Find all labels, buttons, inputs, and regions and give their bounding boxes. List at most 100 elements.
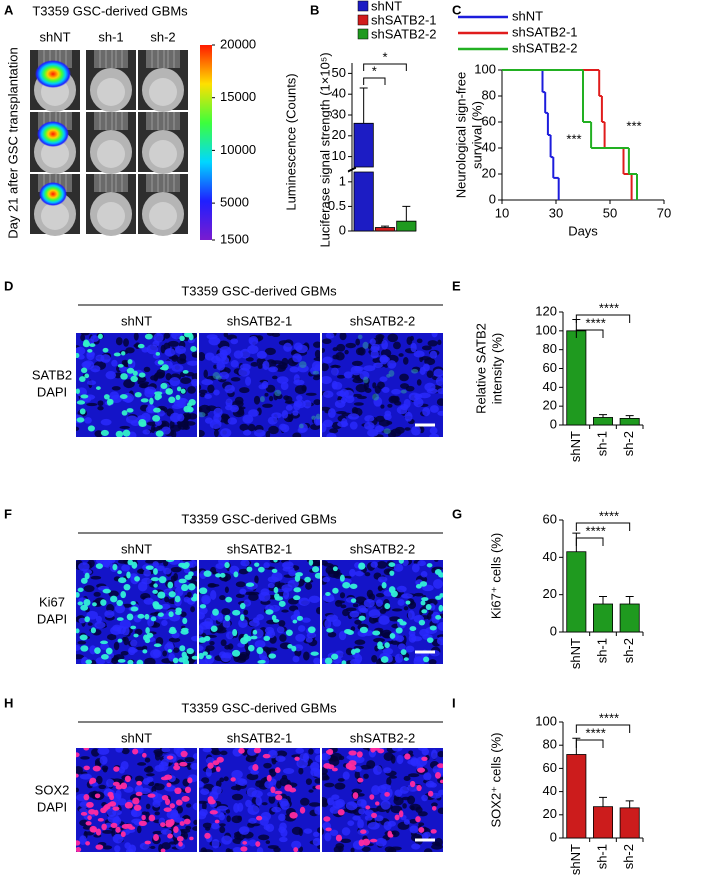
- dark-region: [84, 831, 95, 836]
- nucleus: [377, 576, 388, 583]
- nucleus: [79, 835, 87, 846]
- dark-region: [376, 561, 387, 569]
- x-tick-label: sh-1: [594, 638, 609, 663]
- marker-nucleus: [399, 621, 407, 626]
- dark-region: [317, 827, 320, 834]
- nucleus: [282, 767, 295, 775]
- nucleus: [261, 380, 269, 389]
- marker-nucleus: [242, 841, 248, 845]
- bar: [593, 806, 614, 839]
- marker-nucleus: [331, 653, 339, 660]
- marker-nucleus: [265, 609, 274, 615]
- dark-region: [239, 423, 249, 431]
- marker-nucleus: [400, 389, 407, 394]
- marker-nucleus: [127, 359, 133, 365]
- marker-nucleus: [298, 423, 304, 429]
- dark-region: [192, 826, 197, 832]
- marker-nucleus: [100, 640, 108, 645]
- dark-region: [334, 782, 346, 790]
- marker-nucleus: [122, 429, 131, 437]
- dark-region: [206, 405, 217, 411]
- marker-nucleus: [409, 626, 417, 632]
- y-tick-label: 1: [339, 173, 346, 188]
- marker-nucleus: [87, 348, 93, 353]
- marker-nucleus: [400, 649, 407, 655]
- nucleus: [429, 350, 438, 359]
- dark-region: [387, 847, 397, 852]
- marker-nucleus: [137, 343, 145, 349]
- nucleus: [336, 390, 347, 397]
- nucleus: [202, 596, 211, 605]
- marker-nucleus: [207, 799, 216, 805]
- marker-nucleus: [110, 595, 118, 603]
- marker-nucleus: [389, 570, 395, 576]
- dark-region: [220, 750, 228, 756]
- dark-region: [117, 560, 128, 564]
- nucleus: [221, 652, 233, 659]
- dark-region: [409, 335, 414, 342]
- marker-nucleus: [153, 643, 162, 648]
- axis-break: [347, 166, 357, 172]
- nucleus: [405, 645, 415, 653]
- dark-region: [363, 773, 369, 779]
- y-tick-label: 80: [543, 737, 557, 752]
- dark-region: [324, 782, 335, 788]
- nucleus: [422, 363, 430, 372]
- nucleus: [329, 829, 339, 836]
- x-tick-label: 70: [657, 205, 671, 220]
- image-stripe: [146, 50, 180, 68]
- marker-nucleus: [126, 408, 134, 413]
- dark-region: [153, 783, 165, 791]
- nucleus: [94, 621, 106, 629]
- nucleus: [291, 840, 302, 850]
- nucleus: [314, 754, 320, 763]
- nucleus: [199, 659, 208, 664]
- marker-nucleus: [398, 810, 404, 818]
- nucleus: [401, 593, 413, 599]
- dark-region: [114, 372, 123, 379]
- x-tick-label: 10: [495, 205, 509, 220]
- nucleus: [160, 829, 172, 835]
- dark-region: [313, 399, 320, 406]
- marker-nucleus: [435, 595, 442, 600]
- significance-label: *: [382, 49, 387, 64]
- nucleus: [248, 336, 259, 346]
- marker-nucleus: [112, 806, 120, 811]
- nucleus: [114, 845, 121, 852]
- nucleus: [161, 426, 171, 435]
- marker-nucleus: [157, 591, 166, 599]
- nucleus: [230, 338, 239, 345]
- nucleus: [437, 388, 443, 395]
- y-axis-label: intensity (%): [489, 333, 504, 405]
- nucleus: [426, 388, 438, 394]
- marker-nucleus: [112, 563, 118, 571]
- nucleus: [314, 748, 320, 754]
- dark-region: [215, 780, 222, 788]
- side-label: Day 21 after GSC transplantation: [5, 47, 20, 239]
- nucleus: [383, 413, 392, 421]
- dark-region: [327, 631, 337, 638]
- dark-region: [235, 581, 246, 588]
- y-tick-label: 50: [332, 65, 346, 80]
- dark-region: [265, 430, 271, 437]
- y-tick-label: 20: [543, 586, 557, 601]
- nucleus: [78, 617, 87, 624]
- colorbar-tick-label: 5000: [220, 195, 249, 210]
- nucleus: [298, 597, 310, 606]
- dark-region: [97, 400, 104, 407]
- dark-region: [378, 419, 391, 427]
- marker-nucleus: [357, 777, 364, 783]
- nucleus: [258, 591, 271, 602]
- marker-nucleus: [92, 602, 97, 607]
- dark-region: [199, 392, 206, 398]
- marker-nucleus: [199, 587, 208, 595]
- mouse-head-shade: [149, 140, 177, 168]
- panel-title: T3359 GSC-derived GBMs: [32, 3, 188, 18]
- x-tick-label: sh-1: [594, 431, 609, 456]
- nucleus: [282, 566, 295, 572]
- marker-nucleus: [138, 419, 147, 426]
- dark-region: [219, 777, 225, 783]
- marker-nucleus: [350, 649, 356, 655]
- nucleus: [338, 630, 347, 641]
